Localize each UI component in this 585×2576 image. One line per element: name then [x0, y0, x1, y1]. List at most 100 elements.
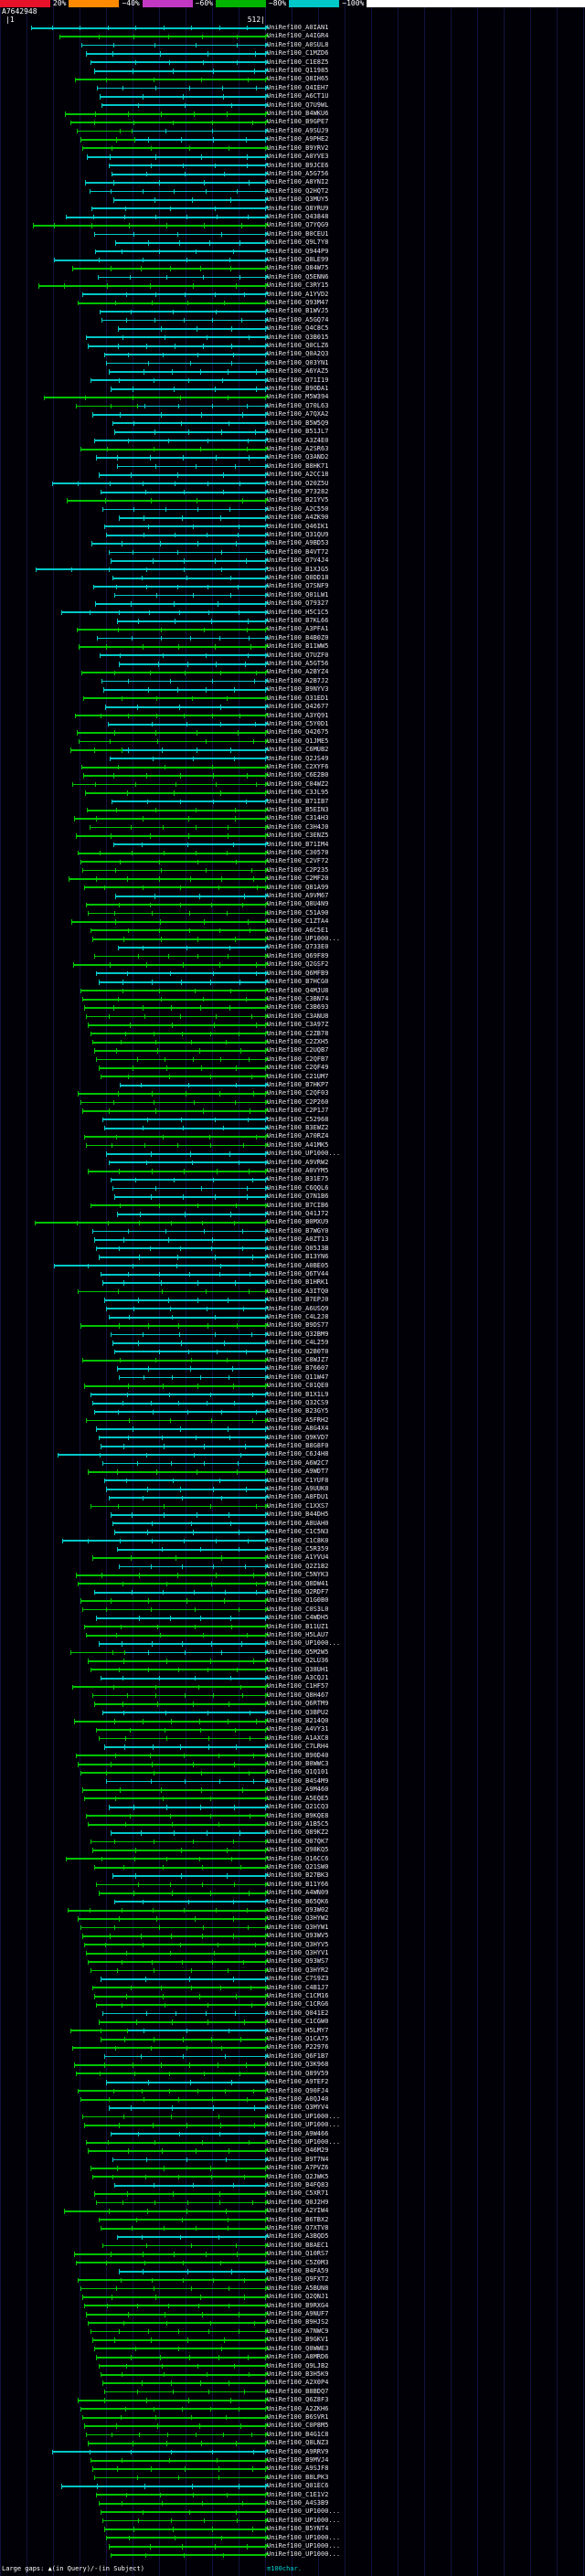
segment-tick [264, 2217, 266, 2223]
segment-tick [174, 790, 176, 796]
hit-label: UniRef100_Q05J3B [267, 1244, 329, 1252]
segment-tick [203, 919, 205, 925]
segment-tick [210, 1417, 212, 1424]
segment-tick [226, 910, 228, 917]
segment-tick [233, 756, 235, 762]
segment-tick [141, 2234, 143, 2240]
hit-row: UniRef100_A8G4X4 [0, 1425, 585, 1433]
segment-tick [185, 1778, 186, 1785]
segment-tick [220, 2260, 222, 2266]
hit-row: UniRef100_B7KL66 [0, 617, 585, 625]
hit-bar [80, 2098, 265, 2101]
segment-tick [76, 403, 78, 409]
hit-end-arrow-icon [266, 317, 270, 322]
hit-label: UniRef100_C2MF20 [267, 875, 329, 883]
segment-tick [110, 1512, 112, 1518]
segment-tick [247, 1185, 249, 1192]
hit-end-arrow-icon [266, 1091, 270, 1096]
hit-row: UniRef100_UP1000... [0, 2507, 585, 2516]
segment-tick [139, 1255, 141, 1260]
hit-bar [88, 1170, 265, 1172]
hit-label: UniRef100_C3JL95 [267, 789, 329, 797]
hit-end-arrow-icon [266, 756, 270, 760]
segment-tick [171, 2019, 173, 2025]
segment-tick [193, 2183, 195, 2189]
segment-tick [90, 1967, 91, 1974]
segment-tick [228, 395, 229, 400]
segment-tick [151, 1762, 153, 1767]
segment-tick [219, 962, 221, 968]
segment-tick [220, 2123, 222, 2128]
segment-tick [264, 137, 266, 143]
segment-tick [155, 1040, 157, 1045]
segment-tick [197, 1203, 198, 1209]
segment-tick [118, 1409, 120, 1415]
segment-tick [206, 867, 207, 874]
segment-tick [154, 429, 156, 435]
segment-tick [264, 541, 266, 546]
segment-tick [106, 1151, 108, 1157]
hit-row: UniRef100_Q3HYW2 [0, 1914, 585, 1923]
segment-tick [192, 1056, 194, 1063]
hit-label: UniRef100_A4VY31 [267, 1725, 329, 1733]
hit-row: UniRef100_Q733E0 [0, 943, 585, 951]
segment-tick [178, 2328, 180, 2335]
hit-label: UniRef100_B9GPE7 [267, 118, 329, 126]
segment-tick [264, 326, 266, 332]
segment-tick [125, 2363, 127, 2369]
hit-row: UniRef100_B8LPK3 [0, 2474, 585, 2482]
segment-tick [80, 42, 82, 48]
segment-tick [226, 2492, 228, 2498]
hit-bar [102, 1118, 265, 1121]
hit-label: UniRef100_B8LPK3 [267, 2473, 329, 2481]
hit-bar [64, 2210, 265, 2212]
segment-tick [229, 506, 231, 513]
segment-tick [84, 1796, 86, 1802]
segment-tick [264, 2535, 266, 2541]
segment-tick [108, 369, 110, 375]
segment-tick [94, 747, 96, 753]
segment-tick [264, 1994, 266, 1999]
segment-tick [233, 2363, 235, 2369]
segment-tick [91, 937, 93, 942]
segment-tick [184, 1538, 186, 1543]
hit-end-arrow-icon [266, 893, 270, 897]
hit-label: UniRef100_B9DS77 [267, 1321, 329, 1330]
hit-end-arrow-icon [266, 773, 270, 778]
hit-row: UniRef100_B23GY5 [0, 1407, 585, 1415]
hit-bar [82, 998, 265, 1001]
hit-label: UniRef100_Q3BPU2 [267, 1708, 329, 1716]
hit-row: UniRef100_C2XYF6 [0, 763, 585, 771]
hit-label: UniRef100_Q32BM9 [267, 1330, 329, 1338]
segment-tick [264, 2174, 266, 2180]
segment-tick [264, 1839, 266, 1845]
segment-tick [264, 2234, 266, 2240]
hit-label: UniRef100_C8WJZ7 [267, 1355, 329, 1363]
hit-row: UniRef100_C04WZ2 [0, 780, 585, 789]
hit-end-arrow-icon [266, 1331, 270, 1336]
segment-tick [211, 1641, 213, 1647]
segment-tick [264, 283, 266, 289]
hit-end-arrow-icon [266, 2398, 270, 2402]
segment-tick [90, 2328, 91, 2335]
hit-end-arrow-icon [266, 1675, 270, 1680]
hit-bar [80, 861, 265, 863]
segment-tick [118, 662, 120, 667]
segment-tick [155, 1358, 157, 1363]
segment-tick [152, 1908, 154, 1913]
hit-end-arrow-icon [266, 764, 270, 769]
segment-tick [157, 1701, 159, 1707]
segment-tick [244, 1444, 246, 1449]
hit-label: UniRef100_Q1G0B0 [267, 1596, 329, 1605]
hit-bar [99, 981, 265, 983]
segment-tick [197, 1684, 199, 1690]
segment-tick [99, 1452, 101, 1458]
segment-tick [264, 928, 266, 934]
segment-tick [197, 2303, 199, 2309]
segment-tick [170, 266, 172, 271]
segment-tick [110, 154, 112, 160]
hit-end-arrow-icon [266, 1203, 270, 1207]
segment-tick [193, 1590, 195, 1595]
identity-key-label: 20% [53, 0, 67, 7]
segment-tick [264, 1040, 266, 1045]
